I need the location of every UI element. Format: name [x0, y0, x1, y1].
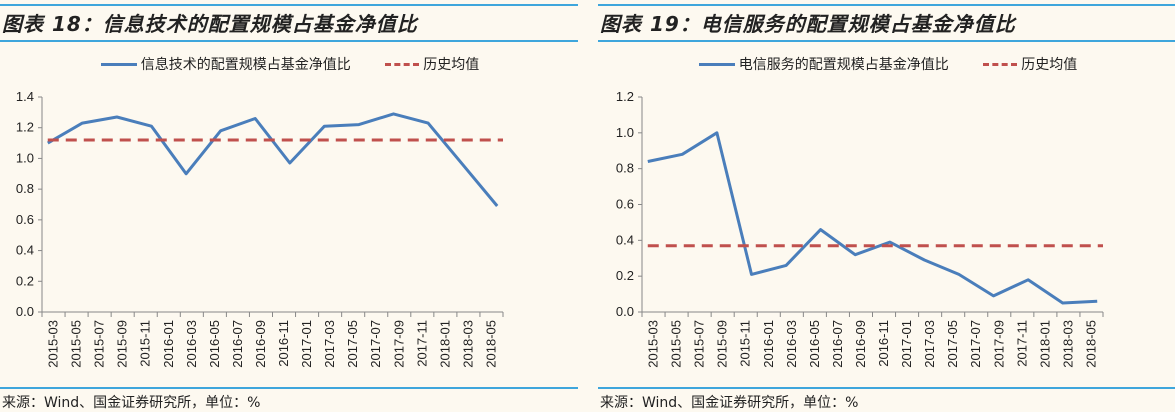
x-tick-label: 2015-07 [92, 320, 107, 368]
x-tick-label: 2016-05 [807, 320, 822, 368]
x-tick-label: 2017-07 [968, 320, 983, 368]
x-tick-label: 2016-09 [853, 320, 868, 368]
y-tick-label: 1.0 [16, 150, 34, 165]
x-tick-label: 2016-01 [161, 320, 176, 368]
x-tick-label: 2015-03 [646, 320, 661, 368]
x-tick-label: 2015-11 [138, 320, 153, 367]
x-tick-label: 2015-03 [46, 320, 61, 368]
y-tick-label: 1.2 [16, 120, 34, 135]
x-tick-label: 2018-03 [460, 320, 475, 368]
chart-panel-18: 图表 18：信息技术的配置规模占基金净值比 信息技术的配置规模占基金净值比 历史… [0, 0, 580, 409]
x-tick-label: 2016-07 [230, 320, 245, 368]
y-tick-label: 0.8 [616, 161, 634, 176]
y-tick-label: 0.8 [16, 181, 34, 196]
x-tick-label: 2015-09 [715, 320, 730, 368]
x-tick-label: 2016-03 [784, 320, 799, 368]
line-chart: 0.0 0.2 0.4 0.6 0.8 1.0 1.2 1.4 2015-03 2015-05 20… [0, 0, 580, 409]
series-line [48, 114, 497, 206]
x-tick-label: 2018-01 [437, 320, 452, 368]
x-tick-label: 2017-09 [391, 320, 406, 368]
y-tick-label: 1.0 [616, 125, 634, 140]
series-line [648, 133, 1097, 303]
x-tick-label: 2016-11 [876, 320, 891, 367]
x-tick-label: 2015-05 [69, 320, 84, 368]
x-tick-label: 2018-05 [483, 320, 498, 368]
chart-panel-19: 图表 19：电信服务的配置规模占基金净值比 电信服务的配置规模占基金净值比 历史… [598, 0, 1175, 409]
x-tick-label: 2018-03 [1060, 320, 1075, 368]
y-tick-label: 0.0 [16, 304, 34, 319]
y-tick-label: 1.2 [616, 89, 634, 104]
x-tick-label: 2017-05 [945, 320, 960, 368]
x-tick-label: 2016-03 [184, 320, 199, 368]
x-tick-label: 2015-07 [692, 320, 707, 368]
source-note: 来源：Wind、国金证券研究所，单位：% [2, 392, 261, 412]
y-tick-label: 0.4 [616, 232, 634, 247]
bottom-rule [598, 387, 1175, 389]
x-tick-label: 2017-01 [899, 320, 914, 368]
line-chart: 0.0 0.2 0.4 0.6 0.8 1.0 1.2 2015-03 2015-05 2015-… [598, 0, 1175, 409]
x-tick-label: 2017-07 [368, 320, 383, 368]
x-tick-label: 2016-07 [830, 320, 845, 368]
x-tick-label: 2017-11 [1014, 320, 1029, 367]
x-tick-label: 2017-03 [922, 320, 937, 368]
x-tick-label: 2018-05 [1083, 320, 1098, 368]
y-tick-label: 1.4 [16, 89, 34, 104]
y-tick-label: 0.6 [616, 197, 634, 212]
y-tick-label: 0.6 [16, 212, 34, 227]
x-tick-label: 2017-03 [322, 320, 337, 368]
x-tick-label: 2016-09 [253, 320, 268, 368]
x-tick-label: 2018-01 [1037, 320, 1052, 368]
x-tick-label: 2015-05 [669, 320, 684, 368]
y-tick-label: 0.0 [616, 304, 634, 319]
x-tick-label: 2017-09 [991, 320, 1006, 368]
x-tick-label: 2017-05 [345, 320, 360, 368]
x-tick-label: 2016-11 [276, 320, 291, 367]
x-tick-label: 2016-01 [761, 320, 776, 368]
y-tick-label: 0.2 [16, 273, 34, 288]
x-tick-label: 2015-11 [738, 320, 753, 367]
y-tick-label: 0.4 [16, 243, 34, 258]
y-tick-label: 0.2 [616, 268, 634, 283]
source-note: 来源：Wind、国金证券研究所，单位：% [600, 392, 859, 412]
x-tick-label: 2017-01 [299, 320, 314, 368]
x-tick-label: 2015-09 [115, 320, 130, 368]
bottom-rule [0, 387, 578, 389]
x-tick-label: 2016-05 [207, 320, 222, 368]
x-tick-label: 2017-11 [414, 320, 429, 367]
